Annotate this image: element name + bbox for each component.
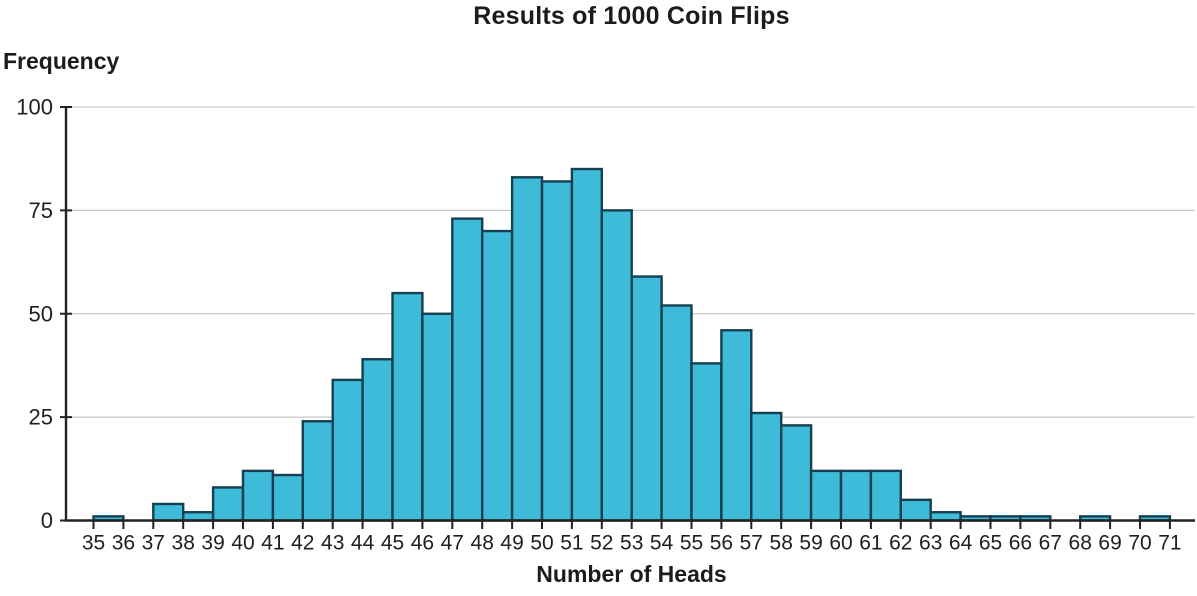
x-tick-label: 63 <box>919 532 942 555</box>
x-tick-label: 65 <box>979 532 1002 555</box>
histogram-bar <box>570 167 604 522</box>
x-tick-label: 57 <box>740 532 763 555</box>
y-tick-label: 50 <box>29 301 53 326</box>
x-tick-label: 62 <box>889 532 912 555</box>
x-tick-label: 52 <box>590 532 613 555</box>
histogram-bar <box>899 498 932 522</box>
x-tick-label: 39 <box>201 532 224 555</box>
x-tick-label: 41 <box>261 532 284 555</box>
histogram-bar <box>780 424 813 522</box>
chart-title: Results of 1000 Coin Flips <box>473 2 790 30</box>
x-tick-label: 70 <box>1128 532 1151 555</box>
histogram-bar <box>152 502 185 522</box>
histogram-bar <box>241 469 275 522</box>
x-tick-label: 51 <box>560 532 583 555</box>
y-tick-label: 25 <box>29 405 53 430</box>
x-tick-label: 46 <box>411 532 434 555</box>
x-tick-label: 43 <box>321 532 344 555</box>
x-tick-label: 59 <box>799 532 822 555</box>
histogram-bar <box>869 469 903 522</box>
x-tick-label: 49 <box>500 532 523 555</box>
x-tick-label: 66 <box>1009 532 1032 555</box>
x-tick-label: 40 <box>231 532 254 555</box>
y-tick-label: 0 <box>41 508 53 533</box>
y-tick-label: 75 <box>29 198 53 223</box>
x-tick-label: 44 <box>351 532 375 555</box>
histogram-bar <box>720 329 753 522</box>
histogram-bar <box>600 209 633 522</box>
histogram-bar <box>301 420 334 522</box>
x-tick-label: 35 <box>82 532 105 555</box>
histogram-bar <box>181 511 215 522</box>
histogram-bar <box>690 362 723 522</box>
x-tick-label: 45 <box>381 532 404 555</box>
histogram-bar <box>929 511 962 522</box>
histogram-bar <box>630 275 663 522</box>
x-tick-label: 71 <box>1158 532 1181 555</box>
histogram-bar <box>510 176 544 522</box>
histogram-bar <box>211 486 245 522</box>
histogram-bar <box>660 304 693 522</box>
x-tick-label: 53 <box>620 532 643 555</box>
x-tick-label: 61 <box>859 532 882 555</box>
x-tick-label: 64 <box>949 532 973 555</box>
x-tick-label: 47 <box>441 532 464 555</box>
histogram-bar <box>391 291 424 522</box>
x-tick-label: 37 <box>142 532 165 555</box>
x-tick-label: 38 <box>172 532 195 555</box>
y-axis-label: Frequency <box>3 48 120 74</box>
x-tick-label: 58 <box>770 532 793 555</box>
x-tick-label: 68 <box>1069 532 1092 555</box>
x-tick-label: 67 <box>1039 532 1062 555</box>
x-tick-label: 60 <box>829 532 852 555</box>
histogram-bar <box>481 229 514 522</box>
x-tick-label: 36 <box>112 532 135 555</box>
histogram-bar <box>421 312 454 522</box>
x-tick-label: 42 <box>291 532 314 555</box>
x-tick-label: 56 <box>710 532 733 555</box>
histogram-bar <box>809 469 843 522</box>
y-tick-label: 100 <box>16 95 53 120</box>
histogram-bar <box>361 358 394 522</box>
histogram-bar <box>331 378 364 522</box>
histogram-bar <box>839 469 873 522</box>
histogram-bar <box>271 473 304 522</box>
x-tick-label: 69 <box>1098 532 1121 555</box>
histogram-bar <box>750 411 783 522</box>
x-tick-label: 48 <box>471 532 494 555</box>
x-axis-label: Number of Heads <box>536 561 727 587</box>
x-tick-label: 50 <box>530 532 553 555</box>
histogram-bar <box>451 217 484 522</box>
histogram-bar <box>540 180 574 522</box>
x-tick-label: 55 <box>680 532 703 555</box>
x-tick-label: 54 <box>650 532 674 555</box>
